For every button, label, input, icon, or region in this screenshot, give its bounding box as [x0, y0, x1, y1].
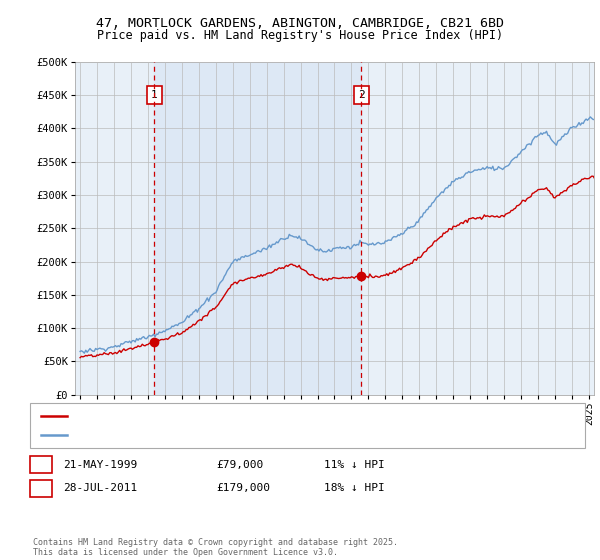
Text: 1: 1 [151, 90, 158, 100]
Text: 21-MAY-1999: 21-MAY-1999 [63, 460, 137, 470]
Text: £79,000: £79,000 [216, 460, 263, 470]
Text: Contains HM Land Registry data © Crown copyright and database right 2025.
This d: Contains HM Land Registry data © Crown c… [33, 538, 398, 557]
Bar [154, 62, 361, 395]
Text: 28-JUL-2011: 28-JUL-2011 [63, 483, 137, 493]
Text: £179,000: £179,000 [216, 483, 270, 493]
Text: 47, MORTLOCK GARDENS, ABINGTON, CAMBRIDGE, CB21 6BD (semi-detached house): 47, MORTLOCK GARDENS, ABINGTON, CAMBRIDG… [74, 411, 467, 420]
Text: 47, MORTLOCK GARDENS, ABINGTON, CAMBRIDGE, CB21 6BD: 47, MORTLOCK GARDENS, ABINGTON, CAMBRIDG… [96, 17, 504, 30]
Text: 18% ↓ HPI: 18% ↓ HPI [324, 483, 385, 493]
Text: 11% ↓ HPI: 11% ↓ HPI [324, 460, 385, 470]
Text: 2: 2 [37, 482, 44, 495]
Text: 2: 2 [358, 90, 365, 100]
Text: Price paid vs. HM Land Registry's House Price Index (HPI): Price paid vs. HM Land Registry's House … [97, 29, 503, 42]
Text: HPI: Average price, semi-detached house, South Cambridgeshire: HPI: Average price, semi-detached house,… [74, 431, 402, 440]
Text: 1: 1 [37, 458, 44, 472]
